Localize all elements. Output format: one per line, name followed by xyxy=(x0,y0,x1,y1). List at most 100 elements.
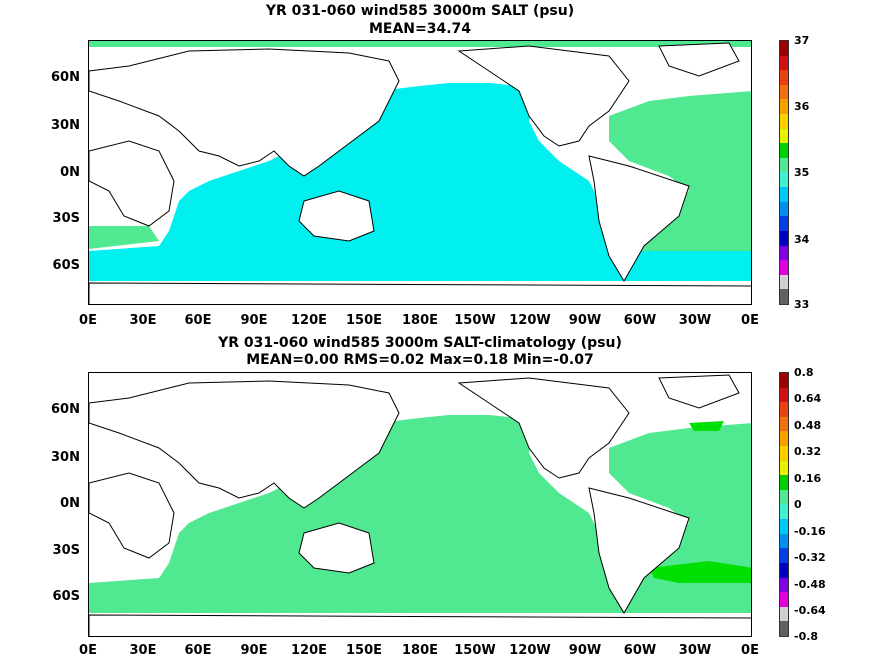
colorbar-segment xyxy=(780,621,788,636)
bottom-colorbar-label: -0.48 xyxy=(794,578,826,591)
top-colorbar-label: 35 xyxy=(794,166,810,179)
bottom-colorbar-label: 0.32 xyxy=(794,445,822,458)
colorbar-segment xyxy=(780,606,788,622)
antarctica-land xyxy=(89,614,751,636)
bottom-lon-label: 60E xyxy=(184,643,212,658)
top-lon-label: 90E xyxy=(240,313,268,328)
colorbar-segment xyxy=(780,446,788,461)
top-lon-label: 30E xyxy=(129,313,157,328)
bottom-map-svg xyxy=(89,373,751,636)
colorbar-segment xyxy=(780,504,788,520)
bottom-lat-label: 30S xyxy=(52,543,80,558)
top-colorbar-label: 33 xyxy=(794,298,810,311)
north-america-land xyxy=(457,377,630,479)
bottom-colorbar-label: 0.16 xyxy=(794,472,822,485)
colorbar-segment xyxy=(780,157,788,173)
bottom-lon-label: 30W xyxy=(678,643,712,658)
colorbar-segment xyxy=(780,55,788,71)
bottom-map xyxy=(88,372,752,637)
colorbar-segment xyxy=(780,172,788,188)
top-colorbar-label: 37 xyxy=(794,34,810,47)
colorbar-segment xyxy=(780,460,788,476)
bottom-lon-label: 150W xyxy=(454,643,496,658)
top-lat-label: 60N xyxy=(51,70,80,85)
top-map xyxy=(88,40,752,305)
antarctica-land xyxy=(89,282,751,304)
green-ocean-region xyxy=(89,415,609,613)
africa-land xyxy=(89,472,175,559)
top-lon-label: 0E xyxy=(741,313,759,328)
top-lon-label: 120E xyxy=(290,313,328,328)
colorbar-segment xyxy=(780,187,788,202)
bottom-lon-label: 120E xyxy=(290,643,328,658)
top-lat-label: 30S xyxy=(52,211,80,226)
top-lon-label: 150E xyxy=(345,313,383,328)
colorbar-segment xyxy=(780,475,788,490)
bottom-lon-label: 90W xyxy=(568,643,602,658)
top-lon-label: 60E xyxy=(184,313,212,328)
green-indian-region xyxy=(89,226,159,249)
top-lon-label: 180E xyxy=(401,313,439,328)
top-title-line2: MEAN=34.74 xyxy=(368,21,472,37)
colorbar-segment xyxy=(780,387,788,403)
top-lon-label: 150W xyxy=(454,313,496,328)
top-colorbar-label: 36 xyxy=(794,100,810,113)
colorbar-segment xyxy=(780,84,788,100)
colorbar-segment xyxy=(780,114,788,129)
australia-land xyxy=(298,190,375,242)
top-lat-label: 60S xyxy=(52,258,80,273)
top-lon-label: 30W xyxy=(678,313,712,328)
north-america-land xyxy=(457,45,630,147)
africa-land xyxy=(89,140,175,227)
bottom-lon-label: 120W xyxy=(509,643,551,658)
bottom-colorbar-label: -0.8 xyxy=(794,630,819,643)
colorbar-segment xyxy=(780,373,788,388)
bottom-colorbar-label: 0 xyxy=(794,498,802,511)
bottom-colorbar-label: 0.64 xyxy=(794,392,822,405)
colorbar-segment xyxy=(780,70,788,85)
bottom-lat-label: 60N xyxy=(51,402,80,417)
colorbar-segment xyxy=(780,128,788,144)
colorbar-segment xyxy=(780,548,788,563)
bottom-lon-label: 30E xyxy=(129,643,157,658)
top-lat-label: 30N xyxy=(51,118,80,133)
top-lon-label: 120W xyxy=(509,313,551,328)
eurasia-land xyxy=(89,48,400,177)
colorbar-segment xyxy=(780,431,788,447)
colorbar-segment xyxy=(780,562,788,578)
top-map-svg xyxy=(89,41,751,304)
colorbar-segment xyxy=(780,577,788,593)
top-lon-label: 0E xyxy=(79,313,97,328)
bright-green-patch xyxy=(689,421,724,431)
bottom-title-line1: YR 031-060 wind585 3000m SALT-climatolog… xyxy=(218,335,622,351)
bottom-lon-label: 180E xyxy=(401,643,439,658)
top-colorbar-label: 34 xyxy=(794,233,810,246)
bottom-lon-label: 0E xyxy=(741,643,759,658)
colorbar-segment xyxy=(780,216,788,231)
south-america-land xyxy=(588,155,690,282)
colorbar-segment xyxy=(780,402,788,417)
colorbar-segment xyxy=(780,274,788,290)
bottom-lat-label: 30N xyxy=(51,450,80,465)
colorbar-segment xyxy=(780,260,788,275)
greenland-land xyxy=(658,42,740,77)
top-colorbar xyxy=(779,40,789,305)
bottom-title-line2: MEAN=0.00 RMS=0.02 Max=0.18 Min=-0.07 xyxy=(246,352,594,368)
colorbar-segment xyxy=(780,41,788,56)
bottom-colorbar-label: -0.32 xyxy=(794,551,826,564)
colorbar-segment xyxy=(780,201,788,217)
colorbar-segment xyxy=(780,289,788,304)
bottom-lon-label: 0E xyxy=(79,643,97,658)
bottom-lon-label: 150E xyxy=(345,643,383,658)
top-lon-label: 60W xyxy=(623,313,657,328)
colorbar-segment xyxy=(780,143,788,158)
bottom-colorbar-label: -0.16 xyxy=(794,525,826,538)
colorbar-segment xyxy=(780,533,788,549)
colorbar-segment xyxy=(780,245,788,261)
bottom-lon-label: 90E xyxy=(240,643,268,658)
bottom-colorbar xyxy=(779,372,789,637)
colorbar-segment xyxy=(780,519,788,534)
top-lon-label: 90W xyxy=(568,313,602,328)
colorbar-segment xyxy=(780,99,788,115)
bottom-lat-label: 0N xyxy=(60,496,80,511)
